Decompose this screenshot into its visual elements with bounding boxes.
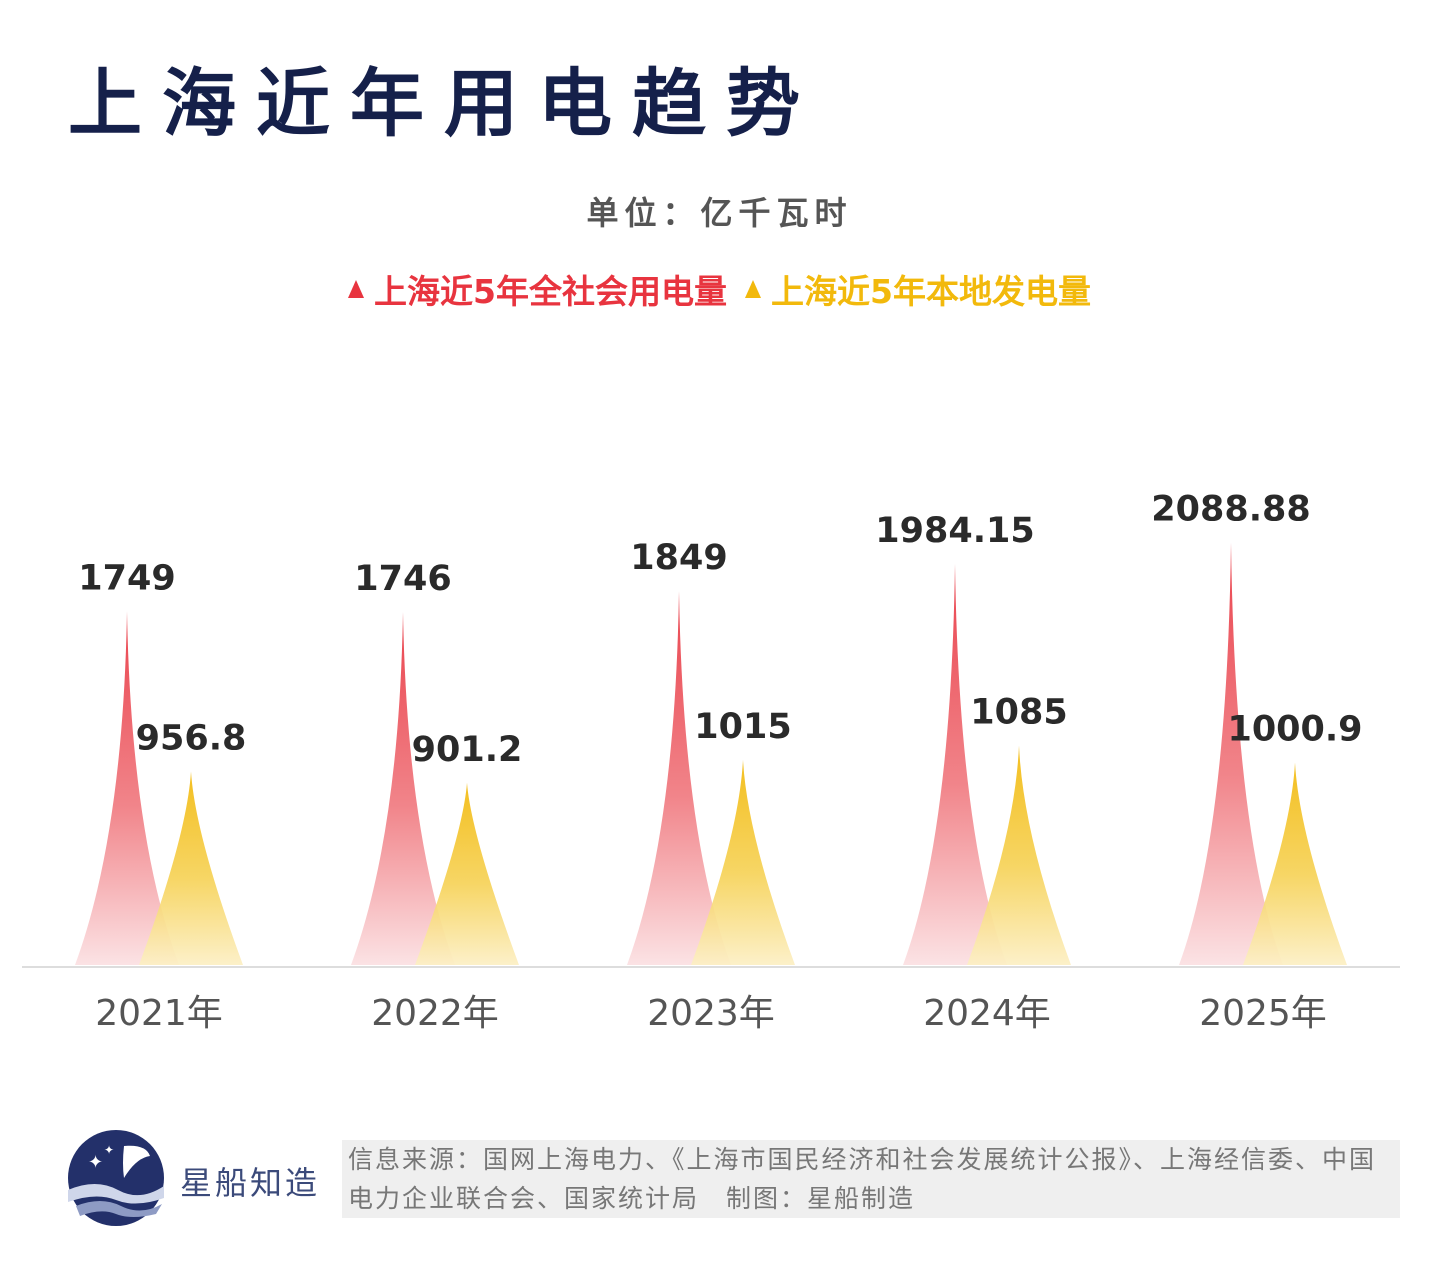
peak-generation-0: [139, 771, 243, 965]
brand-logo-icon: ✦ ✦: [68, 1130, 164, 1226]
x-tick-label-4: 2025年: [1199, 993, 1327, 1034]
value-label-consumption-2: 1849: [630, 538, 727, 578]
peak-generation-2: [691, 759, 795, 965]
value-label-generation-0: 956.8: [136, 719, 247, 759]
peak-consumption-2: [627, 591, 731, 965]
red-peak-icon: [348, 280, 365, 298]
peak-generation-3: [967, 745, 1071, 965]
peak-chart: 1749 956.8 2021年 1746 901.2 2022年 1849 1015 2023…: [22, 490, 1400, 1034]
x-tick-label-3: 2024年: [923, 993, 1051, 1034]
svg-text:✦: ✦: [88, 1152, 103, 1173]
peak-consumption-3: [903, 563, 1007, 965]
legend-item-consumption: 上海近5年全社会用电量: [348, 265, 727, 313]
brand-name: 星船知造: [180, 1164, 321, 1202]
unit-label: 单位：亿千瓦时: [586, 194, 853, 232]
source-note: 信息来源：国网上海电力、《上海市国民经济和社会发展统计公报》、上海经信委、中国电…: [342, 1140, 1400, 1218]
value-label-generation-2: 1015: [694, 707, 791, 747]
value-label-generation-4: 1000.9: [1227, 710, 1362, 750]
x-tick-label-2: 2023年: [647, 993, 775, 1034]
x-tick-label-1: 2022年: [371, 993, 499, 1034]
peak-generation-1: [415, 782, 519, 965]
value-label-consumption-4: 2088.88: [1151, 490, 1310, 530]
x-tick-label-0: 2021年: [95, 993, 223, 1034]
legend-label-generation: 上海近5年本地发电量: [771, 272, 1091, 311]
chart-legend: 上海近5年全社会用电量 上海近5年本地发电量: [0, 265, 1439, 313]
peak-consumption-1: [351, 612, 455, 965]
legend-item-generation: 上海近5年本地发电量: [745, 265, 1091, 313]
page-title: 上海近年用电趋势: [68, 61, 820, 147]
peak-consumption-0: [75, 611, 179, 965]
gold-peak-icon: [745, 280, 761, 298]
peak-generation-4: [1243, 762, 1347, 965]
peak-consumption-4: [1179, 542, 1283, 965]
svg-text:✦: ✦: [104, 1143, 114, 1157]
value-label-consumption-1: 1746: [354, 559, 451, 599]
value-label-generation-3: 1085: [970, 693, 1067, 733]
value-label-consumption-3: 1984.15: [875, 511, 1034, 551]
value-label-generation-1: 901.2: [412, 730, 523, 770]
legend-label-consumption: 上海近5年全社会用电量: [374, 272, 727, 311]
value-label-consumption-0: 1749: [78, 558, 175, 598]
